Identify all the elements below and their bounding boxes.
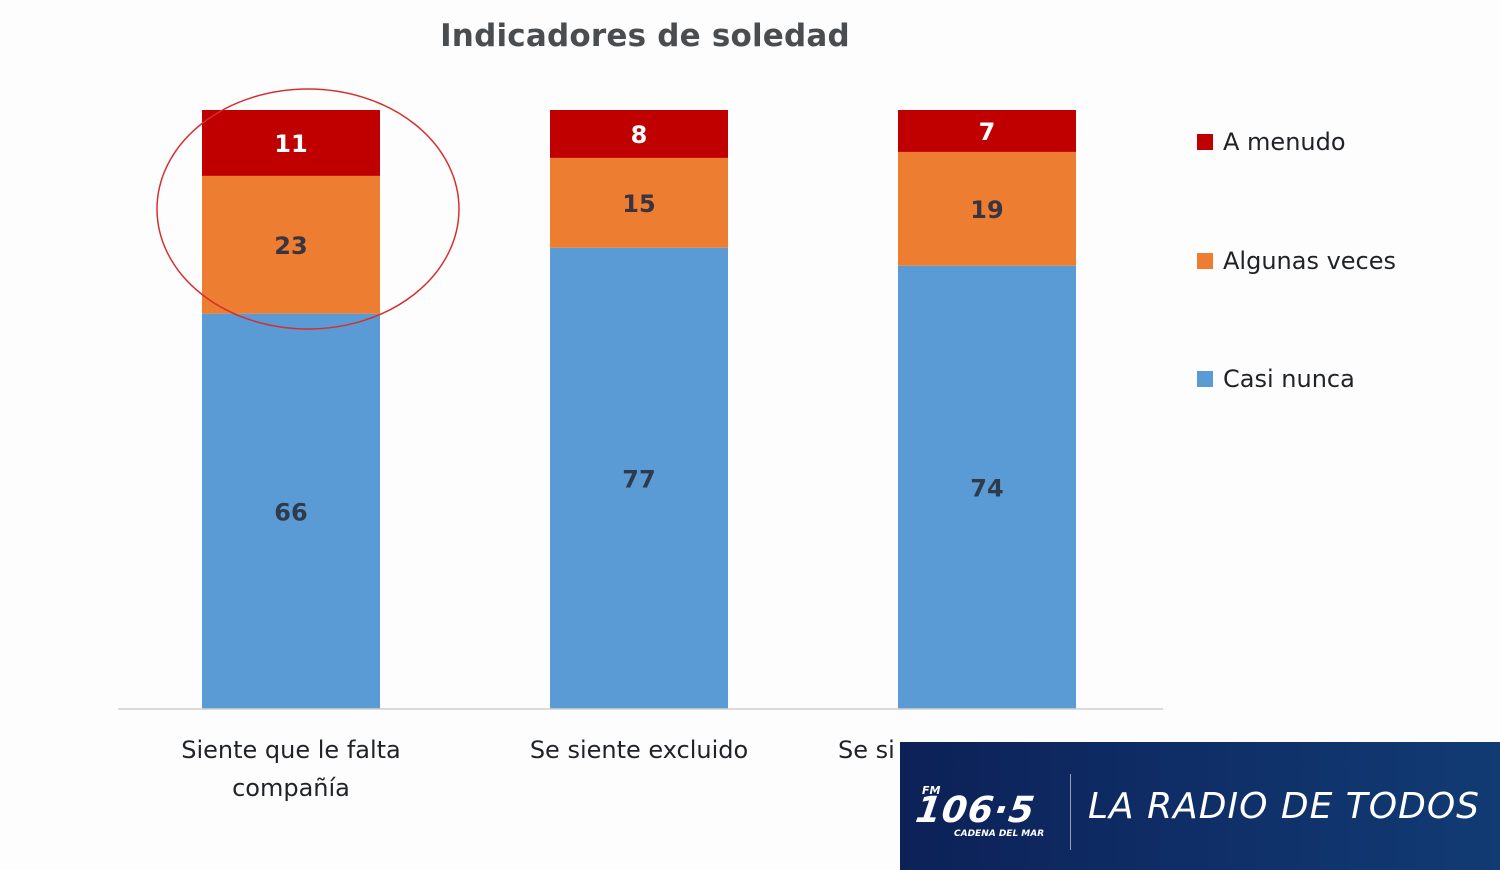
- data-label: 66: [274, 498, 307, 526]
- data-label: 11: [274, 130, 307, 158]
- category-label-line: Siente que le falta: [181, 736, 401, 764]
- legend-label: A menudo: [1223, 128, 1346, 156]
- legend-item-casi-nunca: Casi nunca: [1197, 365, 1355, 393]
- category-label-line: Se si: [838, 736, 895, 764]
- data-label: 15: [622, 190, 655, 218]
- legend-item-a-menudo: A menudo: [1197, 128, 1346, 156]
- legend-swatch-red: [1197, 134, 1213, 150]
- category-label-line: Se siente excluido: [529, 736, 749, 764]
- data-label: 8: [631, 121, 648, 149]
- bars-group: 66 23 11 77 15 8 74 19 7: [202, 110, 1076, 709]
- data-label: 77: [622, 465, 655, 493]
- legend-swatch-blue: [1197, 371, 1213, 387]
- legend-swatch-orange: [1197, 253, 1213, 269]
- radio-banner: FM 106·5 CADENA DEL MAR LA RADIO DE TODO…: [900, 742, 1500, 870]
- category-label: Se siente excluido: [489, 731, 789, 769]
- chart-title: Indicadores de soledad: [440, 18, 850, 54]
- legend-label: Casi nunca: [1223, 365, 1355, 393]
- legend-label: Algunas veces: [1223, 247, 1397, 275]
- bar-segment-a-menudo: [202, 110, 380, 176]
- bar-segment-a-menudo: [550, 110, 728, 158]
- banner-slogan: LA RADIO DE TODOS: [1088, 786, 1481, 827]
- category-label-line: compañía: [232, 774, 350, 802]
- logo-fm-text: FM: [922, 784, 941, 797]
- logo-network: CADENA DEL MAR: [954, 829, 1045, 839]
- category-label: Se si: [838, 731, 1138, 769]
- highlight-ellipse: [156, 88, 460, 330]
- data-label: 74: [970, 474, 1003, 502]
- bar-segment-casi-nunca: [550, 247, 728, 709]
- bar-segment-casi-nunca: [202, 313, 380, 709]
- banner-divider: [1070, 774, 1071, 850]
- data-label: 7: [979, 118, 996, 146]
- bar-segment-algunas-veces: [202, 175, 380, 314]
- bar-segment-casi-nunca: [898, 265, 1076, 709]
- bar-segment-a-menudo: [898, 110, 1076, 152]
- legend-item-algunas-veces: Algunas veces: [1197, 247, 1396, 275]
- bar-segment-algunas-veces: [898, 151, 1076, 266]
- data-label: 23: [274, 232, 307, 260]
- data-label: 19: [970, 196, 1003, 224]
- logo-frequency: 106·5: [913, 790, 1038, 831]
- station-logo: FM 106·5 CADENA DEL MAR: [913, 782, 1056, 842]
- bar-segment-algunas-veces: [550, 157, 728, 248]
- category-label: Siente que le falta compañía: [141, 731, 441, 807]
